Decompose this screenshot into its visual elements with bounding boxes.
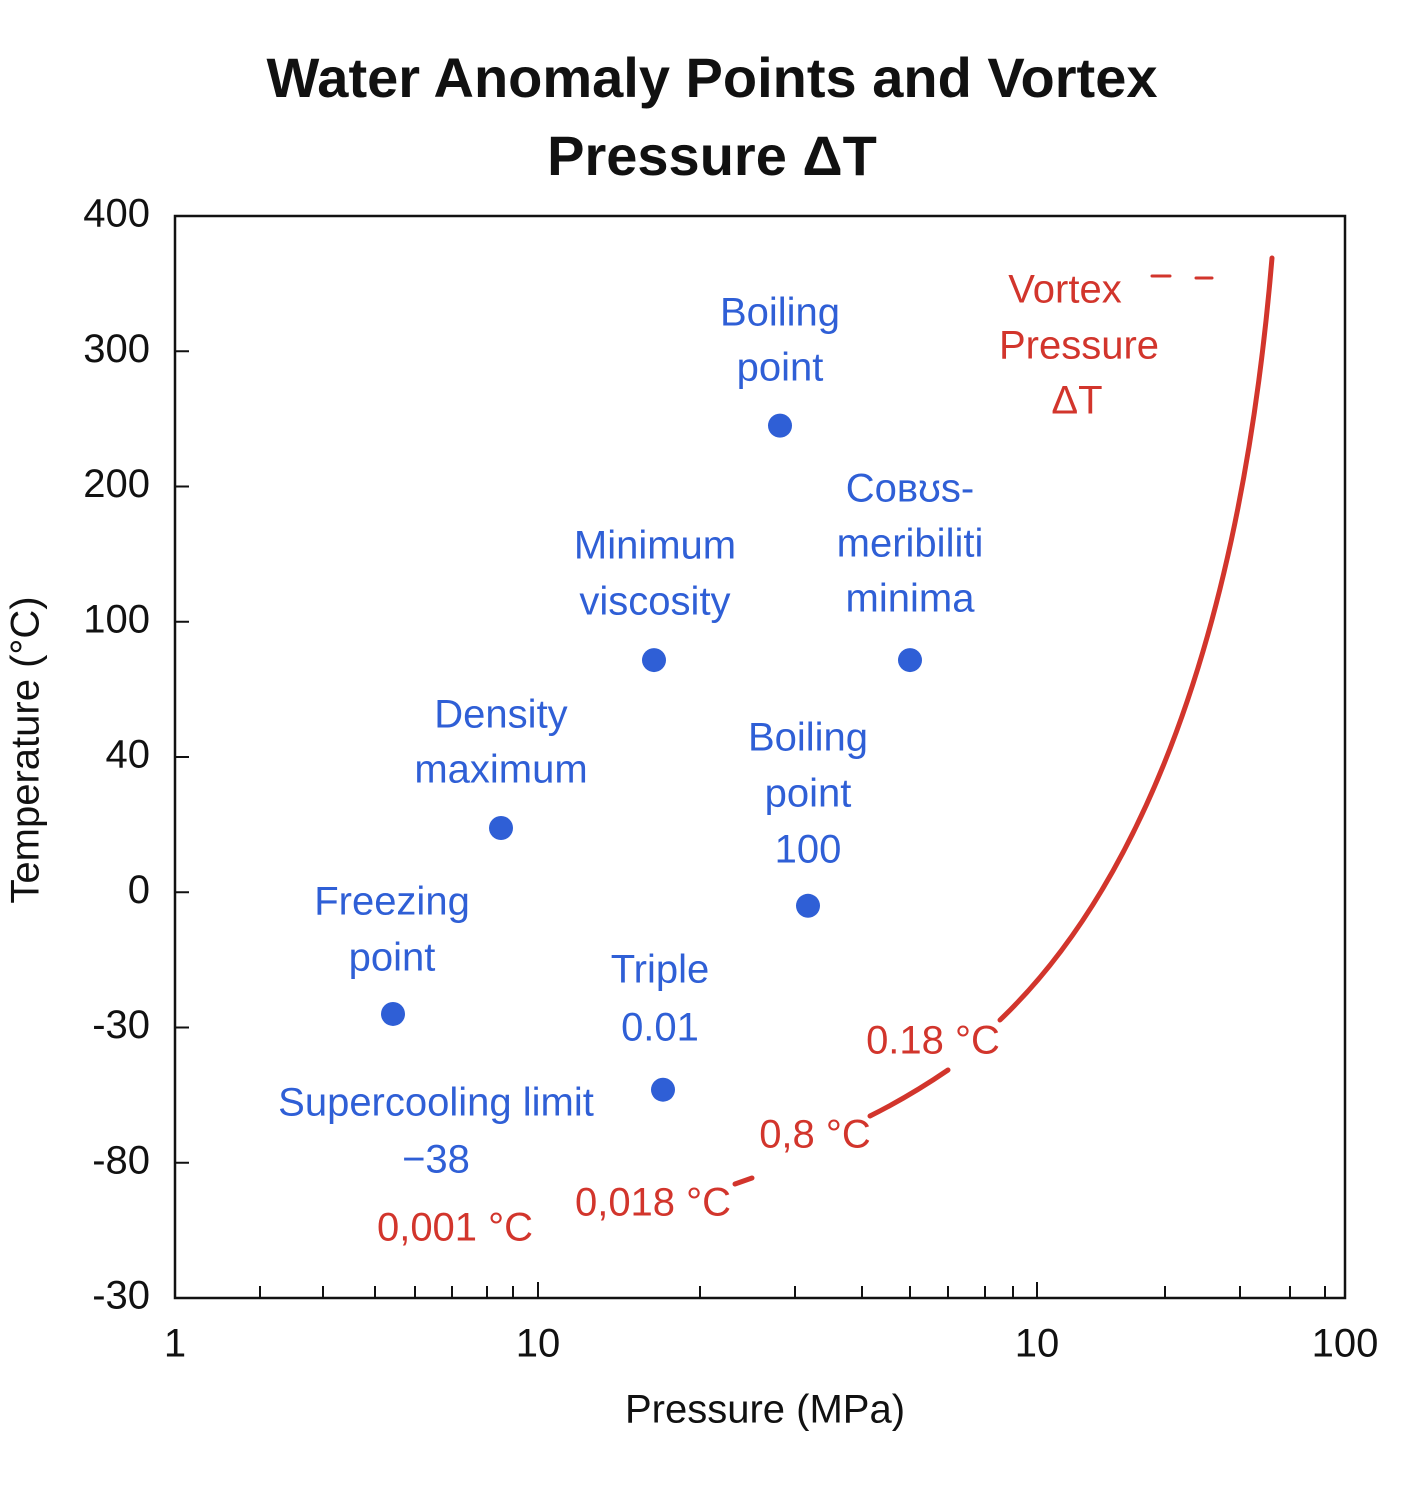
point-label: point bbox=[737, 346, 824, 390]
point-label: Freezing bbox=[314, 880, 470, 924]
point-label: Boiling bbox=[720, 291, 840, 335]
x-axis-label: Pressure (MPa) bbox=[625, 1388, 905, 1432]
point-label: point bbox=[765, 772, 852, 816]
curve-label: 0,018 °C bbox=[575, 1181, 731, 1225]
data-point bbox=[381, 1001, 405, 1026]
point-label: Triple bbox=[611, 948, 710, 992]
x-tick-label: 1 bbox=[164, 1322, 186, 1366]
y-tick-label: 100 bbox=[83, 597, 150, 641]
data-point bbox=[489, 816, 513, 841]
point-label: meribiliti bbox=[837, 522, 984, 566]
chart-title: Pressure ΔT bbox=[547, 124, 877, 187]
point-label: maximum bbox=[414, 748, 587, 792]
curve-name: Vortex bbox=[1008, 268, 1121, 312]
annotation: −38 bbox=[402, 1138, 470, 1182]
vortex-curve bbox=[732, 255, 1275, 1187]
point-label: 100 bbox=[775, 828, 842, 872]
y-tick-label: 400 bbox=[83, 192, 150, 236]
y-tick-label: -30 bbox=[92, 1274, 150, 1318]
x-tick-label: 10 bbox=[1015, 1322, 1060, 1366]
point-label: Density bbox=[434, 693, 567, 737]
y-tick-label: 200 bbox=[83, 462, 150, 506]
data-point bbox=[898, 648, 922, 673]
data-point bbox=[651, 1077, 675, 1102]
annotation: Supercooling limit bbox=[278, 1081, 594, 1125]
curve-piece bbox=[867, 1067, 951, 1119]
y-tick-label: 0 bbox=[128, 868, 150, 912]
curve-name: ΔT bbox=[1051, 379, 1102, 423]
point-label: Coвʊs- bbox=[846, 467, 974, 511]
point-label: viscosity bbox=[579, 580, 730, 624]
data-point bbox=[642, 648, 666, 673]
point-label: point bbox=[349, 936, 436, 980]
point-label: minima bbox=[846, 577, 976, 621]
point-label: Minimum bbox=[574, 524, 736, 568]
y-tick-label: -80 bbox=[92, 1138, 150, 1182]
data-point bbox=[768, 413, 792, 438]
curve-label: 0,001 °C bbox=[377, 1206, 533, 1250]
chart-title: Water Anomaly Points and Vortex bbox=[267, 46, 1158, 109]
point-label: Boiling bbox=[748, 716, 868, 760]
point-label: 0.01 bbox=[621, 1006, 699, 1050]
y-tick-label: 40 bbox=[106, 733, 151, 777]
data-point bbox=[796, 893, 820, 918]
y-tick-label: -30 bbox=[92, 1003, 150, 1047]
curve-label: 0.18 °C bbox=[866, 1019, 1000, 1063]
curve-dash bbox=[1150, 274, 1214, 280]
y-tick-label: 300 bbox=[83, 327, 150, 371]
curve-label: 0,8 °C bbox=[759, 1113, 871, 1157]
x-tick-label: 100 bbox=[1312, 1322, 1379, 1366]
x-tick-label: 10 bbox=[516, 1322, 561, 1366]
curve-piece bbox=[997, 255, 1275, 1023]
y-axis-label: Temperature (°C) bbox=[4, 596, 48, 903]
curve-piece bbox=[732, 1175, 755, 1187]
curve-name: Pressure bbox=[999, 324, 1159, 368]
